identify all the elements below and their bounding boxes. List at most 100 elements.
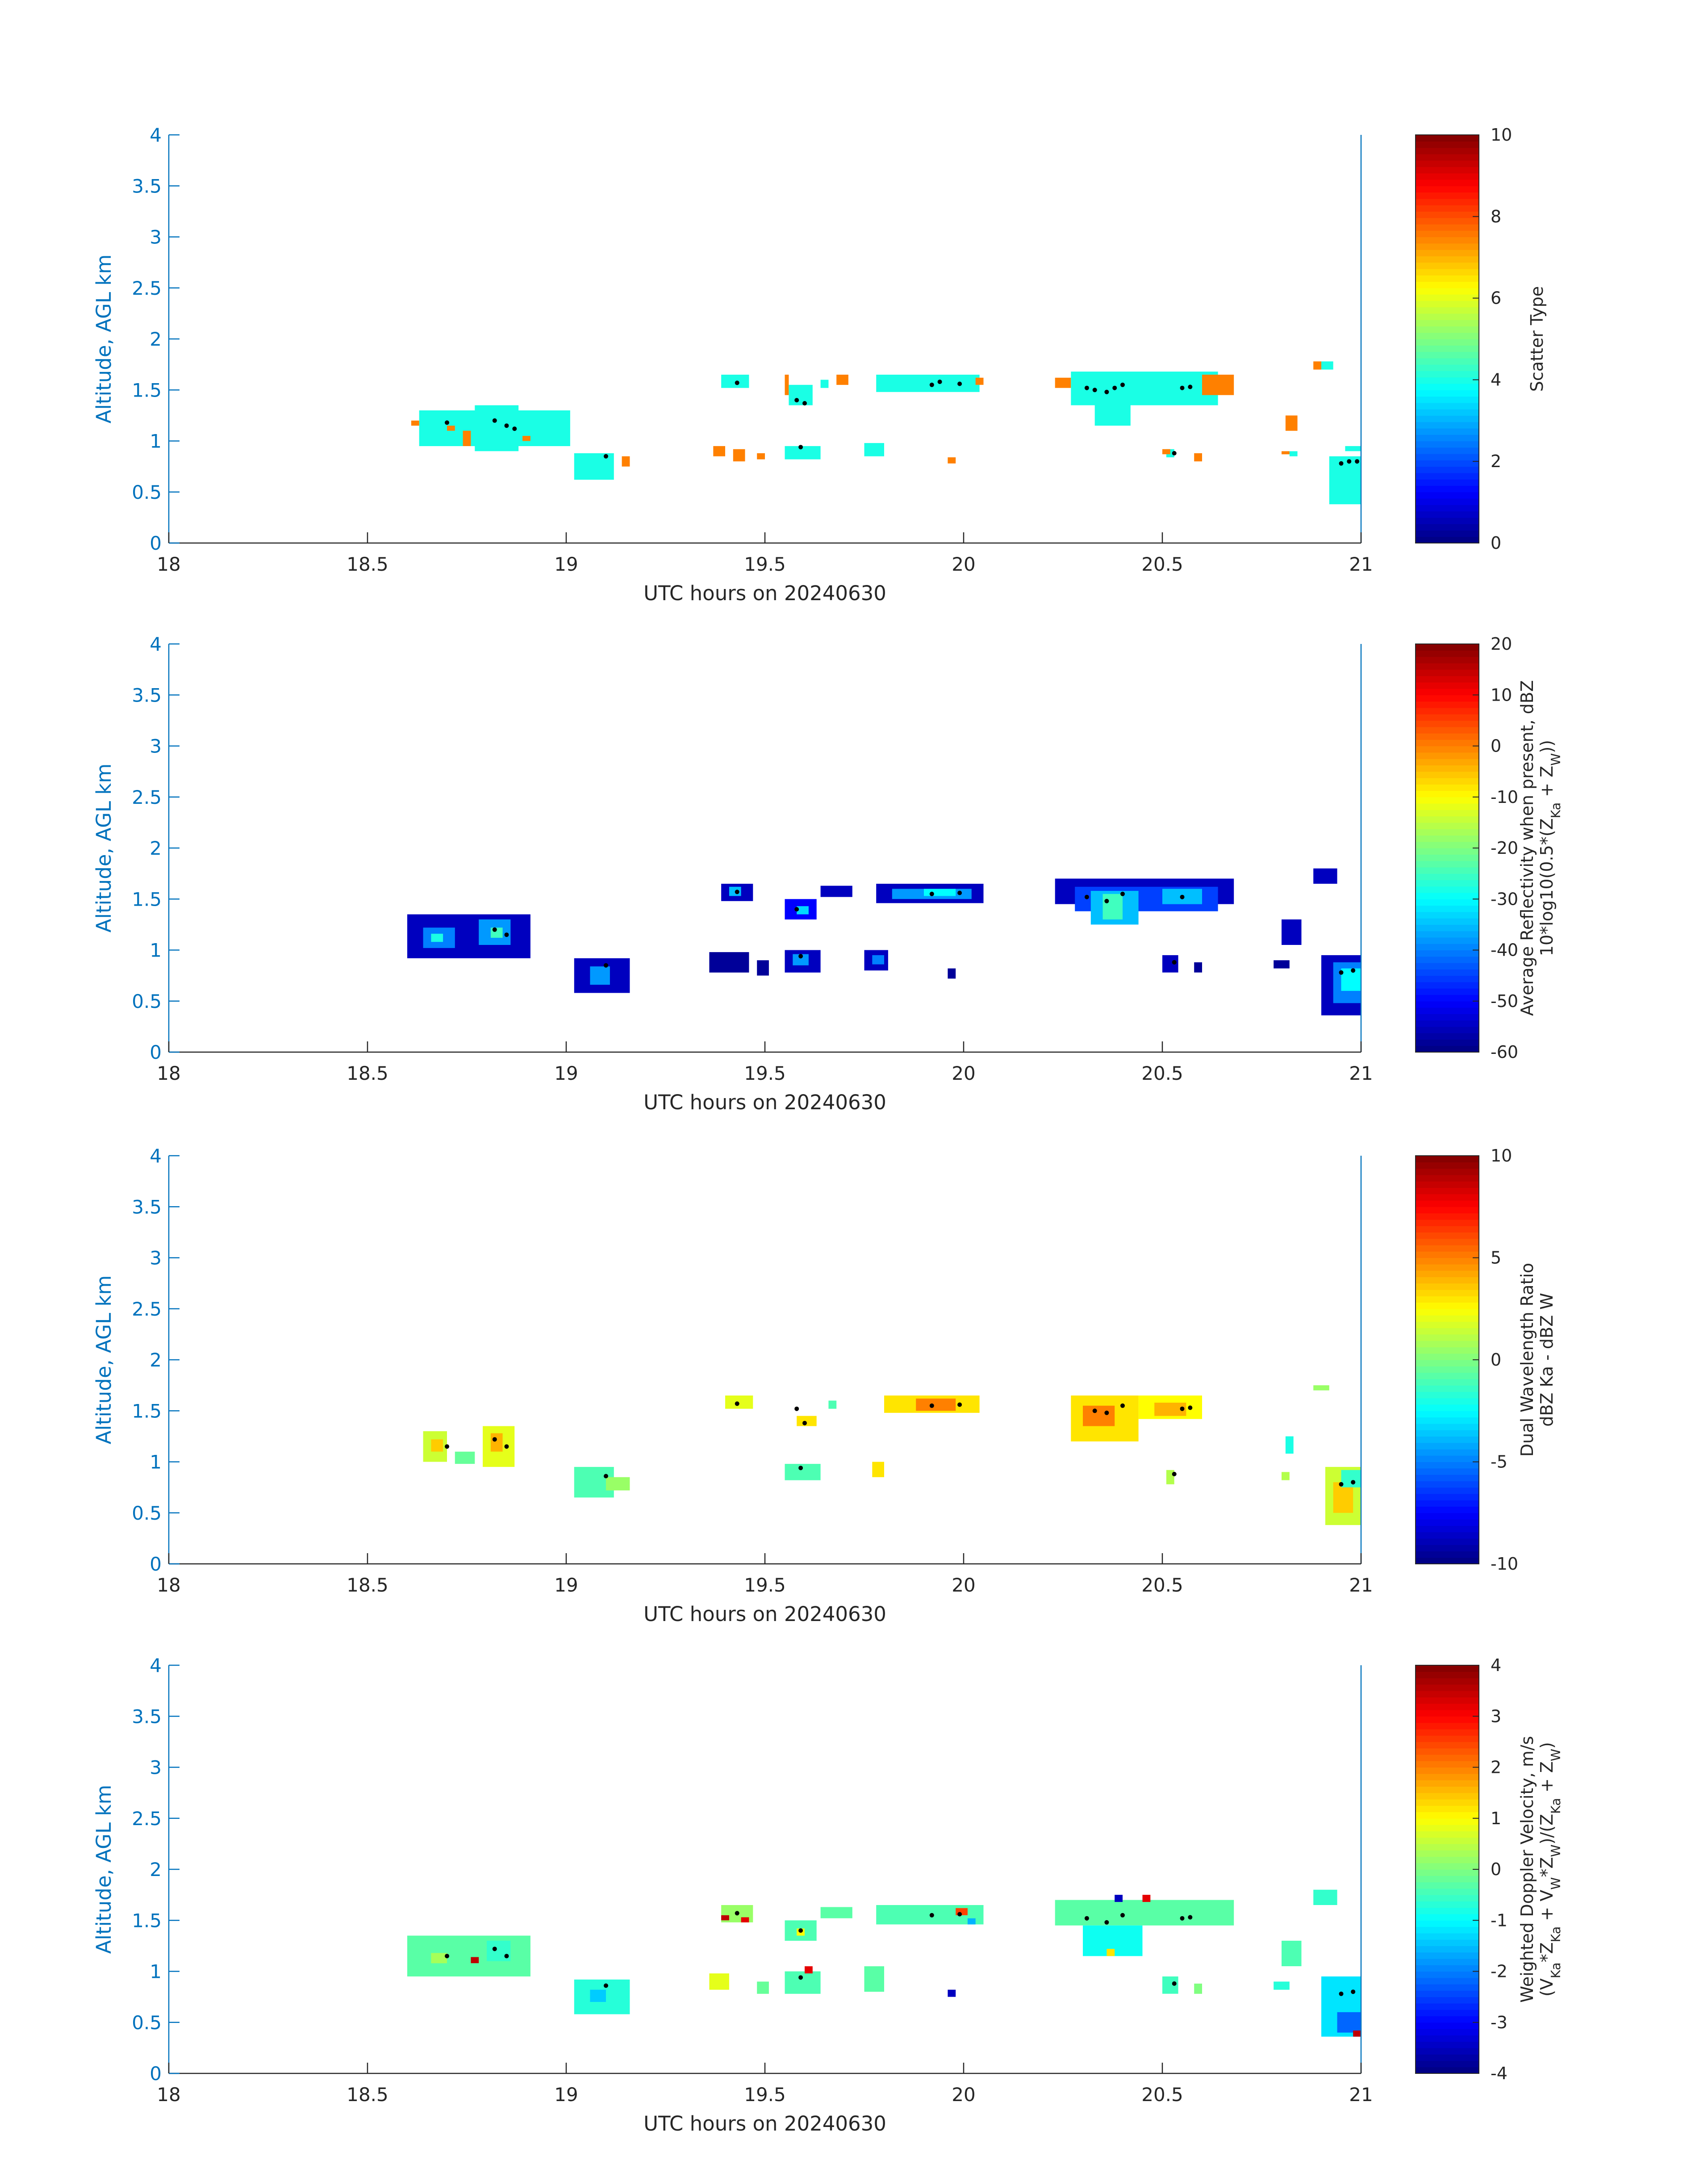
colorbar-frame [1415,134,1479,543]
colorbar-tick-label: 6 [1491,288,1501,308]
colorbar-segment [1416,1831,1479,1838]
colorbar-segment [1416,332,1479,339]
heatmap-cell [1194,1983,1202,1994]
colorbar-tick-label: -20 [1491,838,1518,858]
colorbar-segment [1416,861,1479,868]
colorbar-segment [1416,975,1479,982]
colorbar-segment [1416,364,1479,372]
colorbar-segment [1416,797,1479,804]
colorbar-segment [1416,1360,1479,1366]
marker-point [929,891,934,896]
marker-point [1092,1408,1097,1413]
heatmap-cell [876,375,980,392]
colorbar-tick-label: -40 [1491,940,1518,960]
colorbar-segment [1416,854,1479,861]
colorbar-segment [1416,746,1479,753]
colorbar-segment [1416,1245,1479,1252]
colorbar-segment [1416,1939,1479,1946]
heatmap-cell [1333,1482,1353,1513]
colorbar-segment [1416,829,1479,836]
marker-point [504,932,509,937]
marker-point [1084,894,1089,899]
marker-point [1355,459,1360,464]
colorbar-segment [1416,1965,1479,1972]
marker-point [735,1401,739,1406]
marker-point [794,907,799,912]
colorbar-segment [1416,1818,1479,1825]
colorbar-segment [1416,1251,1479,1258]
marker-point [1180,894,1185,899]
colorbar-segment [1416,1341,1479,1348]
colorbar-segment [1416,1481,1479,1488]
y-axis-label: Altitude, AGL km [92,1275,116,1445]
colorbar-segment [1416,2060,1479,2068]
colorbar-segment [1416,1538,1479,1545]
x-tick-label: 20 [952,1574,975,1596]
marker-point [1339,1482,1344,1487]
colorbar-segment [1416,428,1479,435]
colorbar-segment [1416,1977,1479,1985]
colorbar-segment [1416,880,1479,887]
heatmap-cell [463,430,471,446]
colorbar: -10 -5 0 5 10 Dual Wavelength Ratio dBZ Ka - d… [1415,1146,1557,1574]
colorbar-tick-label: 8 [1491,207,1501,226]
colorbar-segment [1416,167,1479,174]
heatmap-cell [431,933,443,942]
y-tick-label: 3.5 [132,1705,162,1727]
colorbar-segment [1416,931,1479,938]
panel-3: 0 0.5 1 1.5 2 2.5 3 3.5 4 18 18.5 19 19.5 20 20.5 21 UTC… [92,1145,1557,1626]
colorbar-segment [1416,924,1479,932]
marker-point [604,1474,608,1479]
colorbar-segment [1416,454,1479,460]
colorbar-segment [1416,1334,1479,1341]
colorbar-segment [1416,1551,1479,1558]
colorbar-segment [1416,1174,1479,1182]
heatmap-cell [490,1433,503,1452]
colorbar-segment [1416,402,1479,409]
colorbar-segment [1416,1423,1479,1430]
marker-point [957,381,962,386]
marker-point [1172,451,1177,455]
heatmap-cell [1162,449,1170,455]
colorbar-segment [1416,1020,1479,1027]
colorbar-segment [1416,1001,1479,1008]
marker-point [1339,1991,1344,1996]
colorbar-tick-label: -5 [1491,1452,1508,1472]
heatmap-cell [1313,361,1321,370]
colorbar: 0 2 4 6 8 10 Scatter Type [1415,125,1547,553]
marker-point [929,1403,934,1408]
colorbar-segment [1416,1238,1479,1245]
heatmap-cell [916,1398,956,1411]
colorbar-segment [1416,1328,1479,1335]
marker-point [1188,384,1193,389]
x-tick-label: 19.5 [744,1062,786,1084]
colorbar-segment [1416,1207,1479,1214]
colorbar-segment [1416,1869,1479,1876]
heatmap-cell [1285,415,1298,431]
colorbar-segment [1416,1213,1479,1220]
colorbar-segment [1416,644,1479,651]
colorbar-segment [1416,1417,1479,1424]
heatmap-cell [785,1971,821,1994]
colorbar-segment [1416,441,1479,448]
colorbar-segment [1416,1168,1479,1175]
colorbar-segment [1416,740,1479,747]
heatmap-cells [423,1385,1361,1525]
heatmap-cell [455,1451,475,1464]
colorbar-segment [1416,505,1479,512]
heatmap-cell [924,889,956,896]
colorbar-segment [1416,727,1479,734]
marker-points [492,890,1356,975]
colorbar-tick-label: -30 [1491,889,1518,909]
heatmap-cell [789,384,813,405]
colorbar-tick-label: 3 [1491,1706,1501,1726]
heatmap-cell [1083,1405,1115,1426]
colorbar-segment [1416,1888,1479,1895]
colorbar-segment [1416,771,1479,778]
colorbar-segment [1416,173,1479,180]
colorbar-segment [1416,963,1479,969]
x-tick-label: 21 [1349,2084,1373,2106]
marker-point [1120,1403,1125,1408]
heatmap-cell [836,375,848,385]
heatmap-cell [1115,1895,1123,1902]
